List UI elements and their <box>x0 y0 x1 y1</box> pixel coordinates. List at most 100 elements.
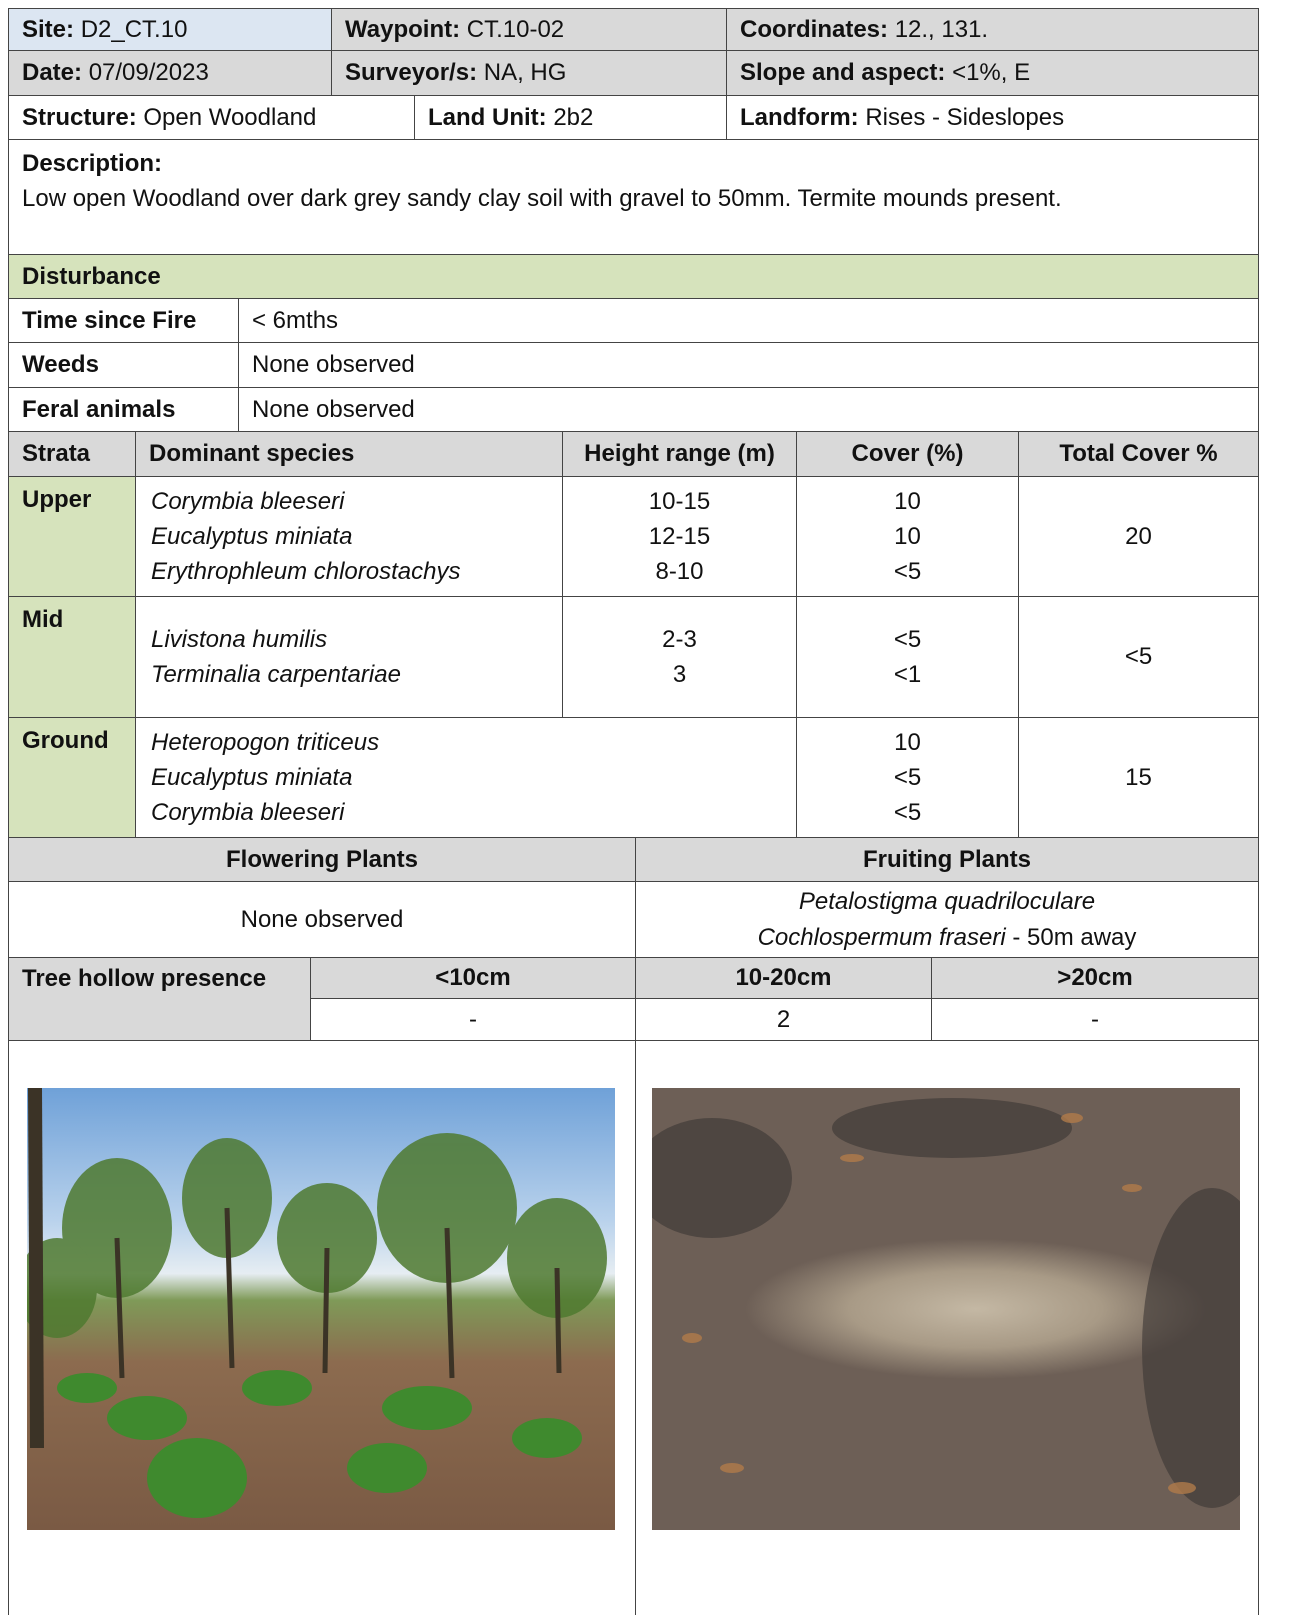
label: Feral animals <box>22 395 176 423</box>
value: None observed <box>252 395 415 423</box>
disturbance-header: Disturbance <box>8 254 1259 299</box>
total-cell: 20 <box>1018 476 1259 597</box>
strata-name-cell: Upper <box>8 476 136 597</box>
hollow-col-header: <10cm <box>310 957 636 999</box>
value: Open Woodland <box>143 103 317 131</box>
cover: 10 <box>894 729 921 756</box>
species: Corymbia bleeseri <box>151 488 345 515</box>
total-cover: 20 <box>1125 522 1152 550</box>
total-cover: 15 <box>1125 763 1152 791</box>
strata-name: Upper <box>22 486 92 513</box>
cover-cell: 10 <5 <5 <box>796 717 1019 838</box>
strata-col-header: Total Cover % <box>1018 431 1259 477</box>
total-cell: <5 <box>1018 596 1259 718</box>
value: NA, HG <box>483 59 567 86</box>
cover: <5 <box>893 799 922 826</box>
value: D2_CT.10 <box>80 15 188 43</box>
soil-photo <box>652 1088 1240 1530</box>
fruiting-header: Fruiting Plants <box>635 837 1259 882</box>
value: - <box>469 1005 477 1033</box>
species: Livistona humilis <box>151 626 328 653</box>
strata-col-header: Dominant species <box>135 431 563 477</box>
disturbance-value: None observed <box>238 387 1259 432</box>
photo-art <box>27 1088 607 1518</box>
value: 07/09/2023 <box>88 59 209 86</box>
strata-name-cell: Ground <box>8 717 136 838</box>
value: 2 <box>776 1005 791 1033</box>
height-range: 2-3 <box>662 626 697 653</box>
label: Structure: <box>22 103 137 131</box>
disturbance-label: Feral animals <box>8 387 239 432</box>
height-cell: 10-15 12-15 8-10 <box>562 476 797 597</box>
fruiting-cell: Petalostigma quadriloculare Cochlospermu… <box>635 881 1259 958</box>
flowering-cell: None observed <box>8 881 636 958</box>
species: Erythrophleum chlorostachys <box>151 558 461 585</box>
text: None observed <box>240 905 404 933</box>
total-cell: 15 <box>1018 717 1259 838</box>
label: Time since Fire <box>22 306 197 334</box>
title: Flowering Plants <box>225 845 419 873</box>
label: Strata <box>22 440 91 467</box>
strata-col-header: Strata <box>8 431 136 477</box>
label: Tree hollow presence <box>22 965 267 992</box>
slope-cell: Slope and aspect: <1%, E <box>726 50 1259 96</box>
value: - <box>1091 1005 1099 1033</box>
flowering-header: Flowering Plants <box>8 837 636 882</box>
cover: 10 <box>894 488 921 515</box>
label: Cover (%) <box>851 440 964 467</box>
height-range: 3 <box>672 661 687 688</box>
species: Terminalia carpentariae <box>151 661 401 688</box>
strata-col-header: Height range (m) <box>562 431 797 477</box>
species-cell: Heteropogon triticeus Eucalyptus miniata C… <box>135 717 797 838</box>
label: Site: <box>22 15 75 43</box>
value: Rises - Sideslopes <box>865 103 1065 131</box>
species: Cochlospermum fraseri <box>757 923 1006 951</box>
strata-col-header: Cover (%) <box>796 431 1019 477</box>
disturbance-label: Weeds <box>8 342 239 388</box>
species: Petalostigma quadriloculare <box>798 887 1096 915</box>
strata-name-cell: Mid <box>8 596 136 718</box>
cover: <5 <box>893 558 922 585</box>
photo-art <box>652 1098 1240 1508</box>
label: 10-20cm <box>735 964 832 991</box>
hollow-value: - <box>310 998 636 1041</box>
description-label: Description: <box>22 150 163 177</box>
strata-name: Ground <box>22 727 109 754</box>
coordinates-cell: Coordinates: 12., 131. <box>726 8 1259 51</box>
fruiting-item: Cochlospermum fraseri - 50m away <box>758 920 1137 956</box>
height-cell: 2-3 3 <box>562 596 797 718</box>
label: Total Cover % <box>1059 440 1218 467</box>
site-cell: Site: D2_CT.10 <box>8 8 332 51</box>
label: <10cm <box>435 964 511 991</box>
height-range: 10-15 <box>648 488 711 515</box>
height-range: 12-15 <box>648 523 711 550</box>
cover: <1 <box>893 661 922 688</box>
cover: <5 <box>893 764 922 791</box>
label: Dominant species <box>149 440 355 467</box>
value: CT.10-02 <box>466 15 565 43</box>
label: Waypoint: <box>345 15 461 43</box>
cover-cell: 10 10 <5 <box>796 476 1019 597</box>
cover: <5 <box>893 626 922 653</box>
label: Height range (m) <box>584 440 775 467</box>
label: >20cm <box>1057 964 1133 991</box>
waypoint-cell: Waypoint: CT.10-02 <box>331 8 727 51</box>
species-cell: Corymbia bleeseri Eucalyptus miniata Eryth… <box>135 476 563 597</box>
disturbance-value: < 6mths <box>238 298 1259 343</box>
value: 12., 131. <box>894 15 989 43</box>
title: Disturbance <box>22 262 161 290</box>
value: <1%, E <box>952 59 1031 86</box>
date-cell: Date: 07/09/2023 <box>8 50 332 96</box>
label: Surveyor/s: <box>345 59 478 86</box>
species: Corymbia bleeseri <box>151 799 345 826</box>
value: 2b2 <box>553 103 594 131</box>
label: Landform: <box>740 103 859 131</box>
hollow-col-header: >20cm <box>931 957 1259 999</box>
disturbance-label: Time since Fire <box>8 298 239 343</box>
total-cover: <5 <box>1124 643 1153 670</box>
disturbance-value: None observed <box>238 342 1259 388</box>
land-unit-cell: Land Unit: 2b2 <box>414 95 727 140</box>
tree-hollow-label: Tree hollow presence <box>8 957 311 1041</box>
hollow-col-header: 10-20cm <box>635 957 932 999</box>
